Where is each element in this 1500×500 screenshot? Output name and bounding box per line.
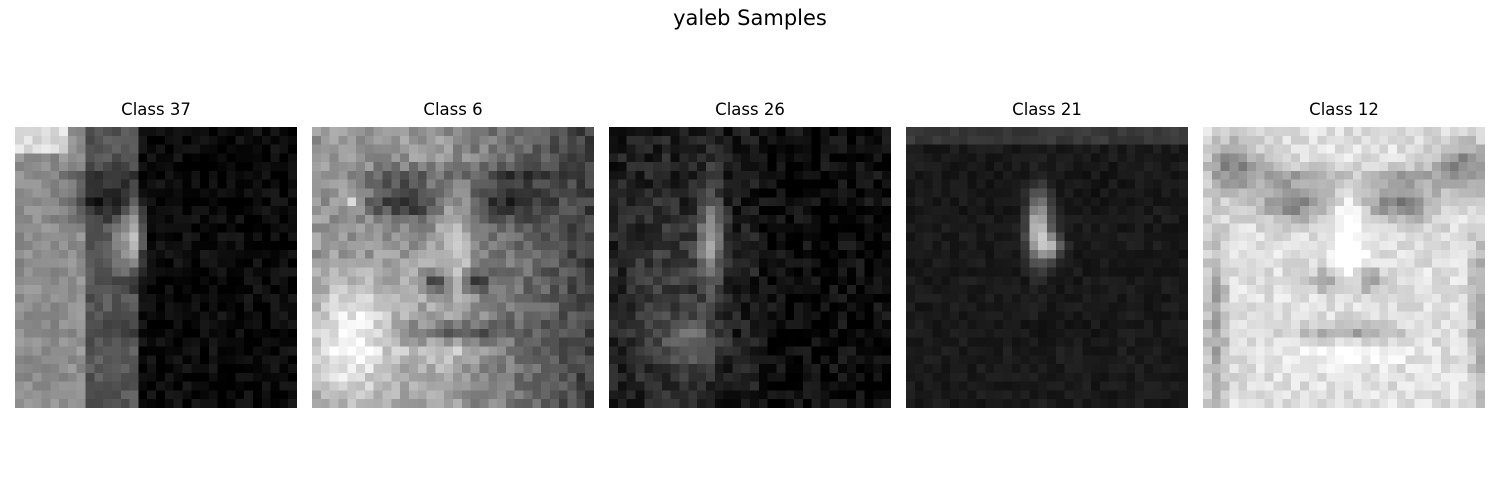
sample-panel-2: Class 6 (312, 98, 594, 408)
face-image (906, 127, 1188, 408)
sample-panel-5: Class 12 (1203, 98, 1485, 408)
face-image (1203, 127, 1485, 408)
sample-panel-3: Class 26 (609, 98, 891, 408)
sample-title: Class 26 (715, 100, 785, 119)
sample-panel-1: Class 37 (15, 98, 297, 408)
face-image (312, 127, 594, 408)
face-image (609, 127, 891, 408)
face-image (15, 127, 297, 408)
sample-title: Class 6 (423, 100, 483, 119)
figure-title: yaleb Samples (673, 6, 827, 30)
sample-panel-4: Class 21 (906, 98, 1188, 408)
sample-title: Class 37 (121, 100, 191, 119)
sample-title: Class 12 (1309, 100, 1379, 119)
sample-title: Class 21 (1012, 100, 1082, 119)
